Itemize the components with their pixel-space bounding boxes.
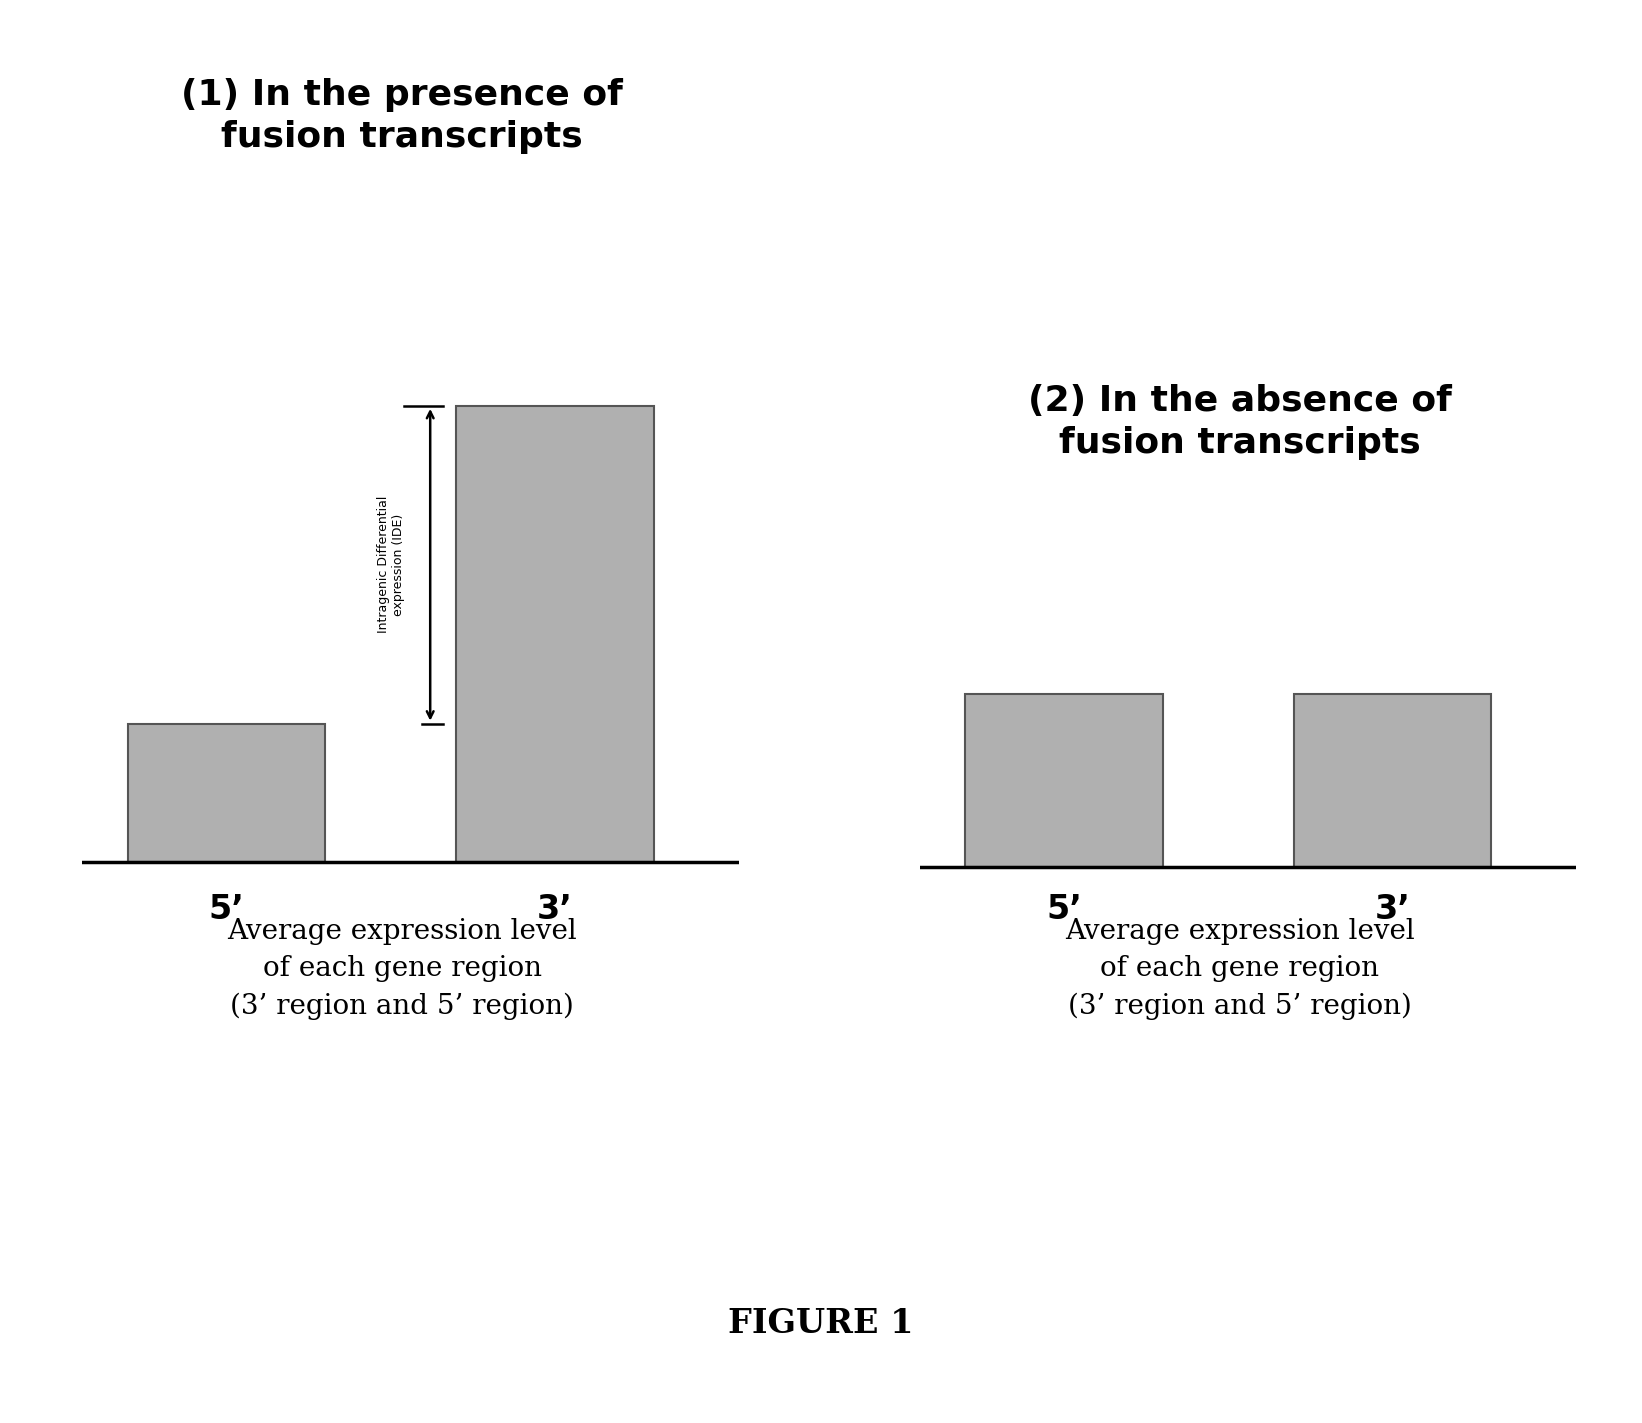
Bar <box>965 694 1163 867</box>
Text: FIGURE 1: FIGURE 1 <box>729 1306 913 1340</box>
Bar <box>128 723 325 862</box>
Text: Average expression level
of each gene region
(3’ region and 5’ region): Average expression level of each gene re… <box>1064 918 1415 1020</box>
Bar <box>1294 694 1491 867</box>
Text: Intragenic Differential
expression (IDE): Intragenic Differential expression (IDE) <box>376 497 406 633</box>
Text: (1) In the presence of
fusion transcripts: (1) In the presence of fusion transcript… <box>181 78 624 154</box>
Text: Average expression level
of each gene region
(3’ region and 5’ region): Average expression level of each gene re… <box>227 918 578 1020</box>
Bar <box>456 406 654 862</box>
Text: (2) In the absence of
fusion transcripts: (2) In the absence of fusion transcripts <box>1028 384 1452 460</box>
